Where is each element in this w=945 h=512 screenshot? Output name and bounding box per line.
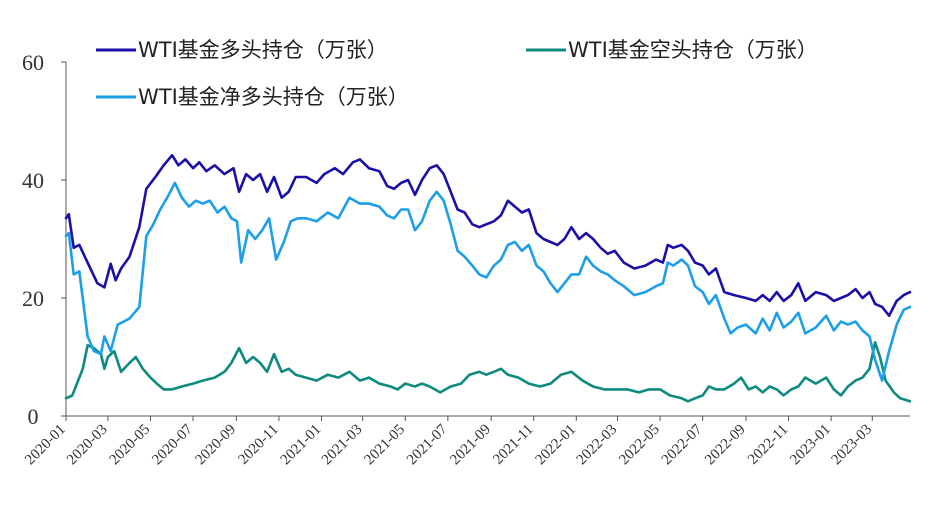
x-tick-label: 2021-11 [490,422,536,468]
x-tick-label: 2023-01 [787,422,834,469]
y-tick-label: 20 [22,286,44,311]
y-tick-label: 60 [22,50,44,75]
series-layer [64,153,912,403]
x-tick-label: 2020-11 [235,422,281,468]
x-tick-label: 2020-07 [149,421,196,468]
x-tick-label: 2021-07 [404,421,451,468]
x-tick-label: 2021-09 [447,422,494,469]
series-line-2 [64,341,912,403]
legend-label-2: WTI基金空头持仓（万张） [568,38,818,62]
x-tick-label: 2022-07 [659,421,706,468]
x-tick-label: 2020-03 [64,422,111,469]
x-tick-label: 2022-03 [574,422,621,469]
x-tick-label: 2022-01 [532,422,579,469]
legend-label-1: WTI基金多头持仓（万张） [138,38,388,62]
y-axis: 0 20 40 60 [22,50,67,429]
x-tick-label: 2023-03 [828,422,875,469]
series-line-1 [64,153,912,317]
x-tick-label: 2021-01 [278,422,325,469]
x-tick-label: 2021-05 [361,422,408,469]
legend-label-3: WTI基金净多头持仓（万张） [138,85,409,109]
series-line-3 [64,181,912,382]
x-tick-label: 2020-05 [107,422,154,469]
x-axis: 2020-012020-032020-052020-072020-092020-… [22,415,910,469]
x-tick-label: 2022-11 [745,422,791,468]
x-tick-label: 2022-09 [702,422,749,469]
x-tick-label: 2020-09 [192,422,239,469]
y-tick-label: 0 [28,404,39,429]
x-tick-label: 2022-05 [616,422,663,469]
legend: WTI基金多头持仓（万张） WTI基金空头持仓（万张） WTI基金净多头持仓（万张） [96,38,818,109]
y-tick-label: 40 [22,168,44,193]
x-tick-label: 2021-03 [319,422,366,469]
